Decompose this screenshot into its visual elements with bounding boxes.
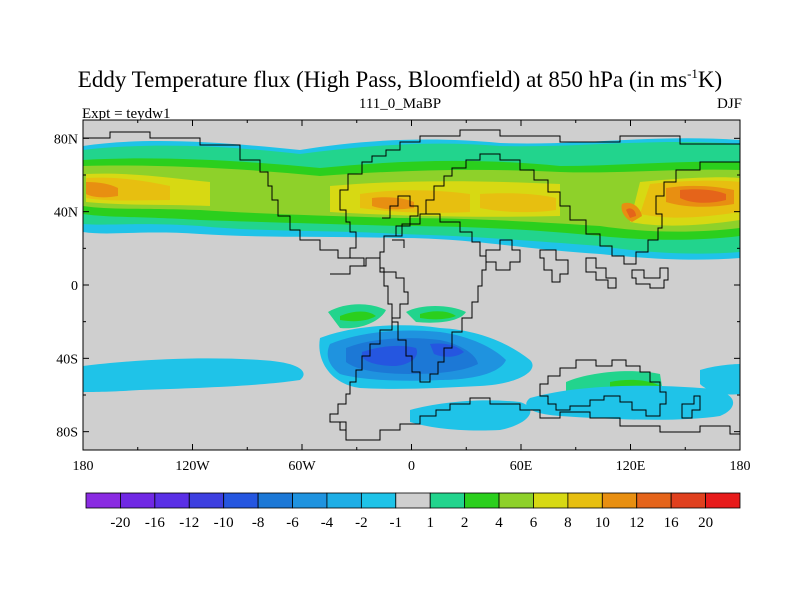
colorbar-label: 8 — [564, 515, 572, 531]
colorbar-label: 20 — [698, 515, 713, 531]
coast-antarctica — [330, 397, 740, 441]
colorbar-swatch — [85, 492, 121, 509]
colorbar-swatch — [498, 492, 534, 509]
x-tick-label: 180 — [730, 459, 751, 474]
colorbar-swatch — [292, 492, 328, 509]
colorbar-swatch — [360, 492, 397, 509]
colorbar-label: 10 — [595, 515, 610, 531]
contour-fill-layer — [83, 138, 740, 431]
nh-band-8 — [626, 189, 726, 218]
coast-se-asia — [585, 257, 669, 289]
y-tick-label: 0 — [71, 279, 78, 294]
run-label: 111_0_MaBP — [358, 96, 442, 112]
coast-mediterranean — [382, 195, 419, 236]
colorbar-label: -16 — [145, 515, 165, 531]
x-tick-label: 60W — [288, 459, 316, 474]
nh-band-6 — [86, 177, 740, 218]
colorbar-label: -12 — [179, 515, 199, 531]
sh-neg-1 — [83, 358, 304, 392]
coast-new-zealand — [681, 395, 701, 419]
x-tick-label: 0 — [408, 459, 415, 474]
colorbar-label: -10 — [214, 515, 234, 531]
season-label: DJF — [716, 96, 742, 112]
sh-neg-3 — [410, 364, 740, 431]
colorbar-swatch — [188, 492, 225, 509]
colorbar-swatch — [120, 492, 156, 509]
colorbar: -20 -16 -12 -10 -8 -6 -4 -2 -1 1 2 4 6 8 10 12 16 20 — [85, 492, 741, 531]
colorbar-swatch — [533, 492, 569, 509]
colorbar-label: -8 — [252, 515, 265, 531]
coast-eurasia — [420, 153, 740, 265]
colorbar-swatch — [154, 492, 190, 509]
colorbar-label: 6 — [530, 515, 538, 531]
sh-neg-6 — [362, 343, 464, 366]
colorbar-swatch — [601, 492, 638, 509]
colorbar-label: -6 — [286, 515, 299, 531]
colorbar-label: 4 — [495, 515, 503, 531]
coast-india — [539, 249, 569, 283]
coast-africa — [379, 213, 487, 383]
experiment-label: Expt = teydw1 — [82, 106, 171, 122]
y-tick-label: 80S — [56, 426, 78, 441]
colorbar-swatch — [464, 492, 500, 509]
coast-australia — [539, 359, 667, 417]
colorbar-label: 16 — [664, 515, 680, 531]
x-tick-label: 180 — [73, 459, 94, 474]
colorbar-label: -1 — [390, 515, 403, 531]
colorbar-label: -4 — [321, 515, 334, 531]
coast-south-america — [329, 257, 409, 431]
coast-caribbean — [300, 239, 405, 266]
colorbar-label: -2 — [355, 515, 368, 531]
x-tick-label: 60E — [510, 459, 533, 474]
colorbar-swatch — [429, 492, 466, 509]
chart-title: Eddy Temperature flux (High Pass, Bloomf… — [77, 66, 723, 92]
colorbar-swatch — [223, 492, 259, 509]
x-tick-label: 120W — [175, 459, 210, 474]
coast-north-america — [83, 129, 740, 259]
colorbar-swatch — [395, 492, 431, 509]
y-tick-label: 80N — [54, 132, 78, 147]
colorbar-swatch — [257, 492, 293, 509]
coast-arabia — [485, 239, 521, 271]
colorbar-swatch — [705, 492, 741, 509]
y-tick-label: 40N — [54, 206, 78, 221]
y-tick-label: 40S — [56, 352, 78, 367]
sh-pos-1 — [328, 304, 466, 329]
sh-pos-2 — [340, 311, 456, 322]
x-axis-ticks: 180 120W 60W 0 60E 120E 180 — [73, 120, 751, 474]
colorbar-label: -20 — [110, 515, 130, 531]
x-tick-label: 120E — [616, 459, 646, 474]
coastlines — [83, 129, 740, 441]
colorbar-swatch — [326, 492, 362, 509]
y-axis-ticks: 80N 40N 0 40S 80S — [54, 132, 740, 441]
colorbar-label: 1 — [426, 515, 434, 531]
colorbar-swatch — [567, 492, 603, 509]
colorbar-label: 2 — [461, 515, 469, 531]
colorbar-swatch — [670, 492, 706, 509]
colorbar-swatch — [636, 492, 672, 509]
colorbar-label: 12 — [629, 515, 644, 531]
